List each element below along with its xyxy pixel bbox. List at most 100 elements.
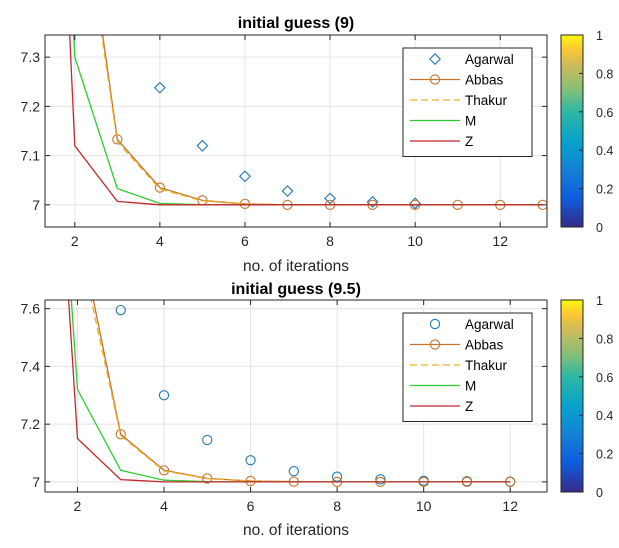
x-axis-label: no. of iterations — [243, 258, 349, 275]
legend-box — [402, 47, 533, 157]
x-tick-label: 12 — [502, 498, 518, 514]
data-point-agarwal — [115, 304, 126, 316]
y-tick-label: 7.1 — [21, 148, 41, 164]
data-point-abbas — [115, 429, 126, 440]
chart-title: initial guess (9) — [238, 15, 354, 32]
colorbar-tick-label: 1 — [596, 29, 603, 43]
chart-title: initial guess (9.5) — [231, 281, 361, 298]
y-tick-label: 7 — [32, 197, 40, 213]
colorbar-tick-label: 0.6 — [596, 106, 613, 120]
legend-label: M — [465, 379, 476, 394]
data-point-agarwal — [153, 81, 166, 94]
x-axis-label: no. of iterations — [243, 522, 349, 539]
axes-box — [44, 34, 548, 228]
x-tick-label: 2 — [71, 233, 79, 249]
x-tick-label: 10 — [407, 233, 423, 249]
series-line-z — [69, 35, 543, 206]
y-tick-label: 7.4 — [21, 358, 41, 374]
colorbar-tick-label: 0 — [596, 221, 603, 235]
y-axis: 7 7.2 7.4 7.6 — [21, 301, 547, 490]
series-layer — [68, 300, 516, 488]
legend-item-abbas: Abbas — [410, 338, 504, 353]
x-tick-label: 4 — [156, 233, 164, 249]
colorbar-tick-label: 1 — [596, 294, 603, 308]
x-tick-label: 8 — [326, 233, 334, 249]
data-point-abbas — [154, 182, 166, 193]
legend-label: Abbas — [465, 338, 504, 353]
legend-label: Thakur — [465, 358, 508, 373]
legend-item-m: M — [410, 379, 476, 394]
legend-label: Agarwal — [465, 52, 514, 67]
data-point-agarwal — [196, 139, 209, 152]
colorbar-tick-label: 0.4 — [596, 409, 613, 423]
x-tick-label: 4 — [160, 498, 168, 514]
legend-label: Z — [465, 134, 473, 149]
colorbar-gradient-rect — [560, 34, 584, 228]
legend-swatch-marker — [429, 318, 441, 330]
data-point-agarwal — [375, 474, 386, 485]
legend-item-m: M — [410, 114, 476, 129]
data-point-agarwal — [366, 195, 379, 208]
x-tick-label: 8 — [333, 498, 341, 514]
x-tick-label: 2 — [74, 498, 82, 514]
y-tick-label: 7 — [32, 474, 40, 490]
legend-label: M — [465, 114, 476, 129]
legend-label: Abbas — [465, 73, 504, 88]
series-z — [69, 35, 543, 206]
colorbar-tick-label: 0.6 — [596, 371, 613, 385]
data-point-abbas — [158, 465, 170, 476]
legend-swatch-marker — [429, 339, 441, 350]
x-tick-label: 12 — [492, 233, 508, 249]
y-tick-label: 7.3 — [21, 49, 41, 65]
x-tick-label: 6 — [241, 233, 249, 249]
data-point-agarwal — [288, 466, 299, 477]
colorbar-gradient-rect — [560, 299, 584, 493]
y-tick-label: 7.6 — [21, 301, 41, 317]
x-tick-label: 6 — [247, 498, 255, 514]
data-point-agarwal — [158, 390, 170, 401]
axes-box — [44, 299, 548, 493]
legend-box — [402, 312, 533, 422]
series-agarwal — [153, 81, 422, 210]
x-axis: 2 4 6 8 10 12 — [74, 300, 518, 514]
x-tick-label: 10 — [416, 498, 432, 514]
data-point-agarwal — [238, 170, 251, 183]
series-layer — [69, 35, 547, 210]
legend-item-z: Z — [410, 399, 473, 414]
legend-item-z: Z — [410, 134, 473, 149]
series-line-z — [68, 300, 511, 483]
colorbar: 0 0.2 0.4 0.6 0.8 1 — [560, 294, 613, 500]
data-point-agarwal — [202, 434, 213, 446]
legend-label: Z — [465, 399, 473, 414]
y-tick-label: 7.2 — [21, 416, 41, 432]
legend-item-thakur: Thakur — [410, 93, 508, 108]
legend: Agarwal Abbas Thakur MZ — [402, 47, 533, 157]
x-axis: 2 4 6 8 10 12 — [71, 35, 508, 249]
data-point-agarwal — [281, 185, 294, 198]
colorbar-tick-label: 0.8 — [596, 332, 613, 346]
legend-label: Agarwal — [465, 317, 514, 332]
legend-item-agarwal: Agarwal — [429, 317, 514, 332]
legend-swatch-marker — [429, 53, 441, 65]
colorbar-tick-label: 0.4 — [596, 144, 613, 158]
colorbar-tick-label: 0.2 — [596, 448, 613, 462]
legend-item-agarwal: Agarwal — [429, 52, 514, 67]
legend-swatch-marker — [429, 74, 441, 85]
series-z — [68, 300, 511, 483]
y-axis: 7 7.1 7.2 7.3 — [21, 49, 547, 213]
colorbar: 0 0.2 0.4 0.6 0.8 1 — [560, 29, 613, 235]
y-tick-label: 7.2 — [21, 98, 41, 114]
colorbar-tick-label: 0 — [596, 486, 603, 500]
legend-label: Thakur — [465, 93, 508, 108]
colorbar-tick-label: 0.2 — [596, 183, 613, 197]
legend-item-thakur: Thakur — [410, 358, 508, 373]
legend-item-abbas: Abbas — [410, 73, 504, 88]
legend: Agarwal Abbas Thakur MZ — [402, 312, 533, 422]
data-point-abbas — [112, 134, 123, 145]
data-point-agarwal — [324, 192, 337, 205]
data-point-agarwal — [245, 455, 256, 466]
